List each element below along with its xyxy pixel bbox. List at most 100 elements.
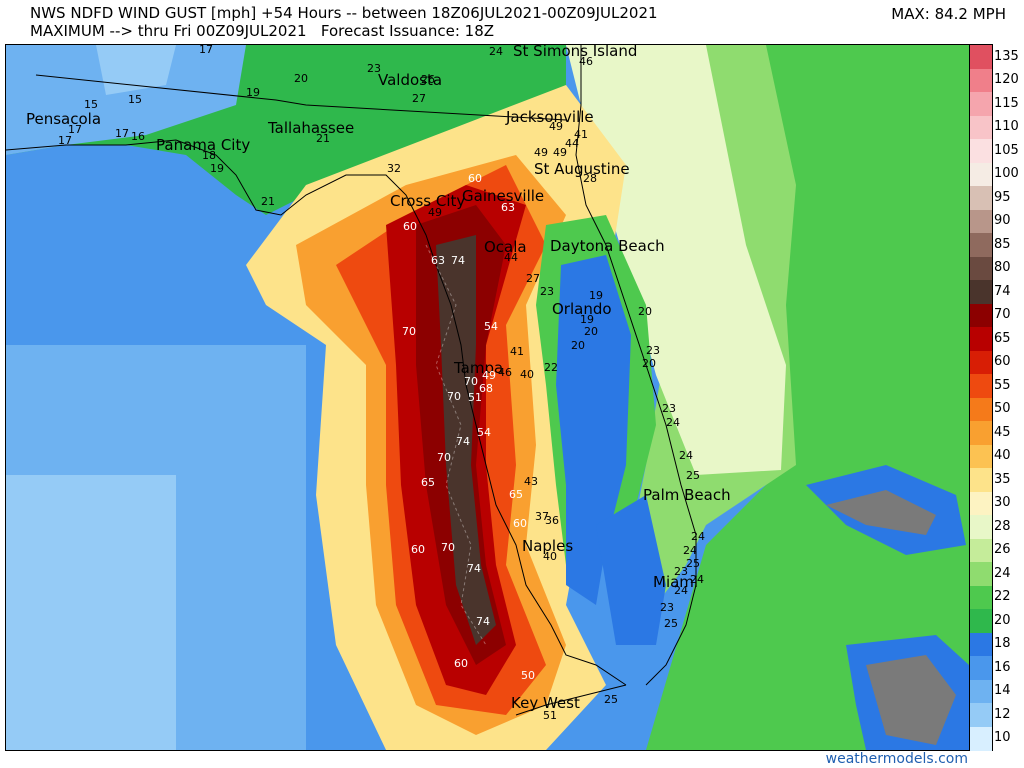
legend-swatch [970,115,992,140]
legend-label: 22 [994,589,1011,605]
gust-value: 65 [421,476,435,489]
gust-value: 41 [510,345,524,358]
legend-swatch [970,703,992,727]
legend-swatch [970,280,992,304]
gust-value: 24 [674,584,688,597]
city-label-pensacola: Pensacola [26,110,101,128]
gust-value: 49 [553,146,567,159]
gust-value: 25 [604,693,618,706]
legend-label: 90 [994,213,1011,229]
gust-value: 60 [513,517,527,530]
gust-value: 20 [571,339,585,352]
gust-value: 17 [115,127,129,140]
gust-value: 49 [482,369,496,382]
legend-swatch [970,327,992,351]
fl-blue-south [596,495,666,645]
gust-value: 43 [524,475,538,488]
coastline-west-fl [435,264,627,686]
city-label-palm-beach: Palm Beach [643,486,731,504]
legend-swatch [970,538,992,563]
gust-value: 37 [535,510,549,523]
contour-line [425,244,487,646]
gust-value: 27 [526,272,540,285]
gust-value: 32 [387,162,401,175]
legend-swatch [970,726,992,751]
legend-label: 35 [994,471,1011,487]
gust-value: 41 [574,128,588,141]
legend-label: 115 [994,95,1019,111]
gust-value: 60 [411,543,425,556]
legend-swatch [970,585,992,610]
gust-value: 49 [428,206,442,219]
gust-value: 15 [128,93,142,106]
legend-label: 74 [994,283,1011,299]
gust-value: 19 [580,313,594,326]
gust-value: 19 [589,289,603,302]
legend-label: 105 [994,142,1019,158]
gust-value: 19 [246,86,260,99]
legend-swatch [970,421,992,445]
color-legend [969,44,993,751]
coastline-east-fl [575,45,697,686]
legend-label: 26 [994,542,1011,558]
legend-swatch [970,209,992,234]
gust-value: 70 [464,375,478,388]
legend-label: 80 [994,260,1011,276]
legend-label: 50 [994,401,1011,417]
gust-value: 70 [402,325,416,338]
max-value-label: MAX: 84.2 MPH [891,5,1006,23]
legend-label: 20 [994,612,1011,628]
gust-value: 36 [545,514,559,527]
gust-value: 63 [431,254,445,267]
gust-value: 20 [584,325,598,338]
gust-value: 23 [646,344,660,357]
legend-label: 55 [994,377,1011,393]
legend-label: 120 [994,72,1019,88]
city-label-tampa: Tampa [453,359,503,377]
bahamas-north-land [826,490,936,535]
gust-value: 20 [638,305,652,318]
city-label-daytona-beach: Daytona Beach [550,237,665,255]
gust-value: 65 [509,488,523,501]
city-label-valdosta: Valdosta [378,71,442,89]
city-label-key-west: Key West [511,694,580,712]
legend-swatch [970,609,992,633]
gust-value: 23 [662,402,676,415]
gust-value: 18 [202,149,216,162]
gust-value: 49 [549,120,563,133]
gust-value: 54 [484,320,498,333]
gust-value: 26 [421,73,435,86]
city-label-gainesville: Gainesville [462,187,544,205]
legend-swatch [970,515,992,539]
legend-swatch [970,162,992,187]
gust-value: 20 [294,72,308,85]
gust-value: 25 [664,617,678,630]
legend-label: 40 [994,448,1011,464]
keys [515,684,627,716]
legend-swatch [970,303,992,328]
legend-label: 30 [994,495,1011,511]
header-line-2: MAXIMUM --> thru Fri 00Z09JUL2021 Foreca… [30,22,495,40]
legend-label: 135 [994,48,1019,64]
state-border-ga [35,74,567,121]
gulf-far [6,475,176,750]
gust-value: 68 [479,382,493,395]
gust-value: 17 [58,134,72,147]
gust-value: 74 [476,615,490,628]
legend-label: 28 [994,518,1011,534]
legend-label: 85 [994,236,1011,252]
swath-core [436,235,496,645]
gust-value: 74 [451,254,465,267]
gust-value: 51 [543,709,557,722]
land-northwest [6,45,246,155]
legend-label: 10 [994,730,1011,746]
wind-gust-map: St Simons Island Valdosta Jacksonville P… [5,44,970,751]
gust-value: 60 [468,172,482,185]
gust-value: 22 [544,361,558,374]
gust-value: 28 [583,172,597,185]
legend-swatch [970,491,992,516]
legend-swatch [970,562,992,586]
gust-value: 24 [690,573,704,586]
city-label-cross-city: Cross City [390,192,465,210]
gust-value: 70 [447,390,461,403]
